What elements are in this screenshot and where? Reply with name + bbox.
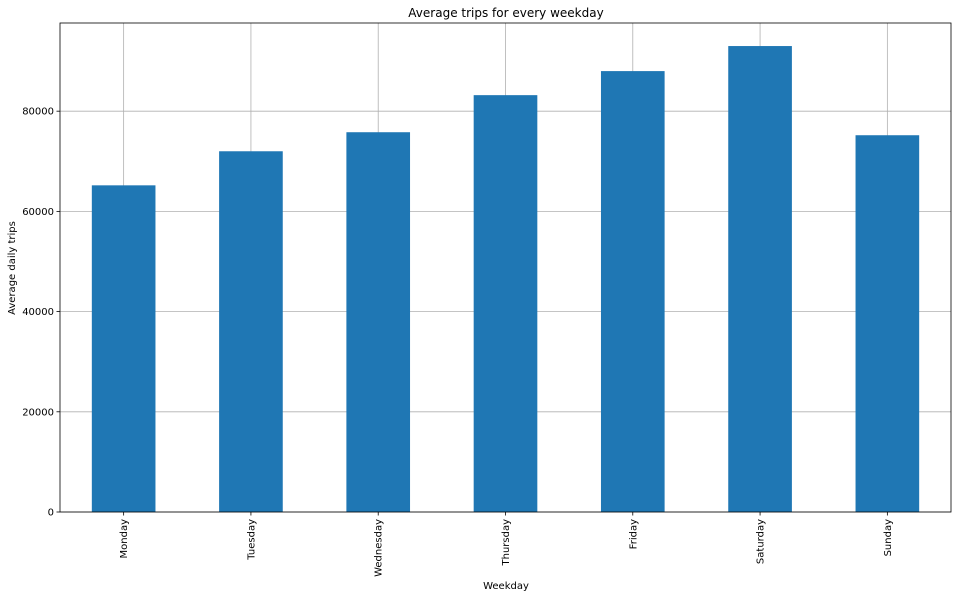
bar-friday [600,71,665,512]
bar-tuesday [219,151,283,512]
bar-sunday [855,135,920,513]
x-tick-label: Thursday [501,519,512,567]
x-tick-label: Friday [628,519,639,549]
y-tick-label: 40000 [22,307,54,318]
y-tick-label: 80000 [22,107,54,118]
y-tick-label: 0 [48,508,54,519]
bar-saturday [728,46,792,513]
y-axis-label: Average daily trips [7,221,18,315]
x-tick-label: Saturday [756,519,767,564]
bars-layer [91,46,920,513]
y-tick-label: 20000 [22,407,54,418]
bar-monday [91,185,156,512]
bar-thursday [473,95,538,513]
chart-title: Average trips for every weekday [408,6,603,20]
x-tick-label: Monday [119,519,130,559]
bar-wednesday [346,132,411,512]
x-tick-label: Tuesday [246,519,257,561]
ticks-layer: 0 20000 40000 60000 80000 Monday Tuesday Wednes… [22,107,894,577]
x-tick-label: Sunday [883,519,894,556]
x-axis-label: Weekday [483,581,529,592]
y-tick-label: 60000 [22,207,54,218]
x-tick-label: Wednesday [374,519,385,577]
